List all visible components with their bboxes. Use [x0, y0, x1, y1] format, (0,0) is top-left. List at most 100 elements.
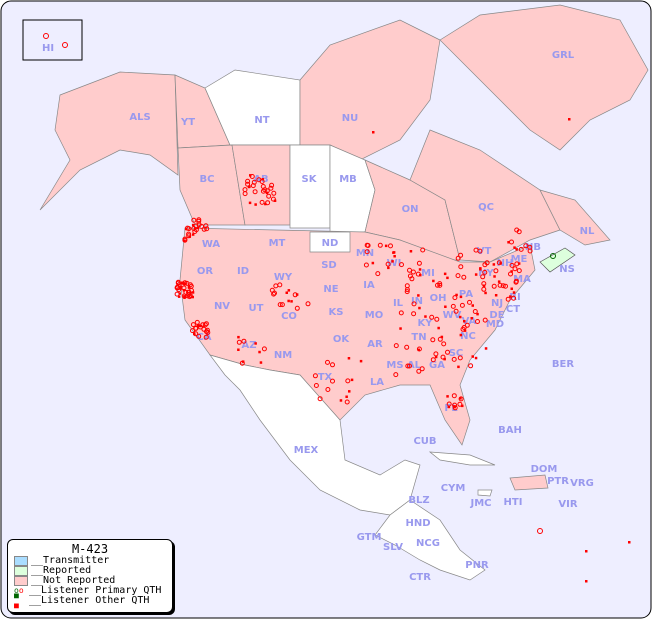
- region-label-ncg: NCG: [416, 538, 440, 549]
- listener-primary-qth-marker: [203, 223, 209, 229]
- legend-item-transmitter: __Transmitter: [14, 556, 172, 566]
- listener-primary-qth-marker: [404, 289, 410, 295]
- region-label-bah: BAH: [498, 425, 522, 436]
- listener-other-qth-marker: [455, 293, 458, 297]
- region-label-in: IN: [411, 296, 423, 307]
- listener-primary-qth-marker: [194, 319, 200, 325]
- region-label-wy: WY: [274, 272, 293, 283]
- listener-primary-qth-marker: [416, 368, 422, 374]
- region-label-nb: NB: [525, 242, 541, 253]
- listener-primary-qth-marker: [458, 396, 464, 402]
- region-label-hnd: HND: [405, 518, 430, 529]
- listener-primary-qth-marker: [437, 336, 443, 342]
- listener-primary-qth-marker: [241, 338, 247, 344]
- listener-other-qth-marker: [287, 299, 290, 303]
- listener-primary-qth-marker: [513, 279, 519, 285]
- region-his: [509, 474, 549, 491]
- listener-primary-qth-marker: [270, 196, 276, 202]
- listener-other-qth-marker: [345, 395, 348, 398]
- listener-other-qth-marker: [339, 399, 343, 402]
- listener-other-qth-marker: [512, 291, 516, 294]
- listener-primary-qth-marker: [245, 178, 251, 184]
- listener-other-qth-marker: [399, 327, 402, 330]
- listener-primary-qth-marker: [259, 199, 265, 205]
- listener-primary-qth-marker: [445, 349, 450, 355]
- listener-primary-qth-marker: [409, 276, 415, 282]
- listener-other-qth-marker: [193, 227, 197, 230]
- listener-primary-qth-marker: [475, 319, 480, 324]
- listener-other-qth-marker: [443, 357, 446, 361]
- region-label-co: CO: [281, 311, 297, 322]
- listener-primary-qth-marker: [271, 190, 277, 196]
- listener-primary-qth-marker: [325, 359, 330, 365]
- listener-other-qth-marker: [295, 293, 299, 296]
- listener-other-qth-marker: [248, 201, 252, 205]
- listener-primary-qth-marker: [305, 301, 311, 307]
- listener-primary-qth-marker: [430, 337, 436, 343]
- listener-other-qth-marker: [178, 292, 181, 295]
- listener-other-qth-marker: [371, 261, 375, 265]
- listener-other-qth-marker: [453, 405, 456, 409]
- listener-primary-qth-marker: [365, 243, 371, 248]
- region-label-nu: NU: [342, 113, 359, 124]
- listener-other-qth-marker: [254, 342, 257, 345]
- listener-primary-qth-marker: [457, 401, 463, 407]
- region-label-sd: SD: [321, 260, 337, 271]
- region-label-qc: QC: [478, 202, 494, 213]
- listener-primary-qth-marker: [480, 274, 486, 280]
- region-label-wv: WV: [443, 310, 462, 321]
- listener-other-qth-marker: [568, 118, 571, 121]
- listener-primary-qth-marker: [262, 187, 268, 193]
- region-label-nv: NV: [214, 301, 230, 312]
- listener-primary-qth-marker: [493, 268, 499, 274]
- listener-other-qth-marker: [264, 202, 267, 206]
- listener-other-qth-marker: [424, 315, 427, 318]
- region-label-bc: BC: [200, 174, 215, 185]
- listener-primary-qth-marker: [399, 262, 404, 268]
- listener-other-qth-marker: [507, 241, 510, 244]
- listener-primary-qth-marker: [512, 266, 518, 272]
- region-label-ia: IA: [363, 280, 375, 291]
- region-bc: [177, 144, 246, 226]
- listener-other-qth-marker: [183, 239, 186, 242]
- region-label-az: AZ: [242, 340, 257, 351]
- listener-other-qth-marker: [443, 272, 447, 276]
- listener-primary-qth-marker: [174, 291, 180, 297]
- region-label-pa: PA: [459, 289, 473, 300]
- listener-other-qth-marker: [474, 356, 478, 360]
- listener-primary-qth-marker: [175, 285, 181, 291]
- region-label-mo: MO: [365, 310, 383, 321]
- listener-other-qth-marker: [191, 295, 194, 299]
- listener-primary-qth-marker: [62, 42, 68, 48]
- listener-primary-qth-marker: [189, 288, 194, 293]
- listener-other-qth-marker: [249, 174, 252, 177]
- listener-other-qth-marker: [628, 541, 631, 544]
- listener-primary-qth-marker: [344, 399, 350, 405]
- legend-label: __Listener Other QTH: [29, 595, 150, 606]
- region-nl: [539, 189, 611, 246]
- listener-other-qth-marker: [273, 199, 277, 202]
- region-label-nd: ND: [322, 238, 339, 249]
- listener-primary-qth-marker: [459, 302, 465, 308]
- listener-other-qth-marker: [494, 294, 498, 297]
- listener-primary-qth-marker: [430, 357, 436, 363]
- legend-label: __Transmitter: [31, 555, 110, 566]
- listener-other-qth-marker: [585, 580, 588, 583]
- region-label-yt: YT: [180, 117, 195, 128]
- region-label-slv: SLV: [383, 542, 403, 553]
- listener-primary-qth-marker: [464, 322, 470, 328]
- region-label-mex: MEX: [294, 445, 319, 456]
- listener-other-qth-marker: [191, 233, 195, 236]
- region-label-oh: OH: [430, 293, 447, 304]
- listener-primary-qth-marker: [516, 229, 522, 235]
- legend-title: M-423: [71, 542, 109, 556]
- listener-primary-qth-marker: [236, 339, 242, 345]
- region-label-ns: NS: [559, 264, 575, 275]
- listener-primary-qth-marker: [330, 378, 335, 384]
- listener-primary-qth-marker: [191, 226, 197, 231]
- region-label-mi: MI: [421, 268, 435, 279]
- listener-other-qth-marker: [409, 250, 413, 253]
- listener-primary-qth-marker: [363, 262, 369, 268]
- region-label-la: LA: [370, 377, 384, 388]
